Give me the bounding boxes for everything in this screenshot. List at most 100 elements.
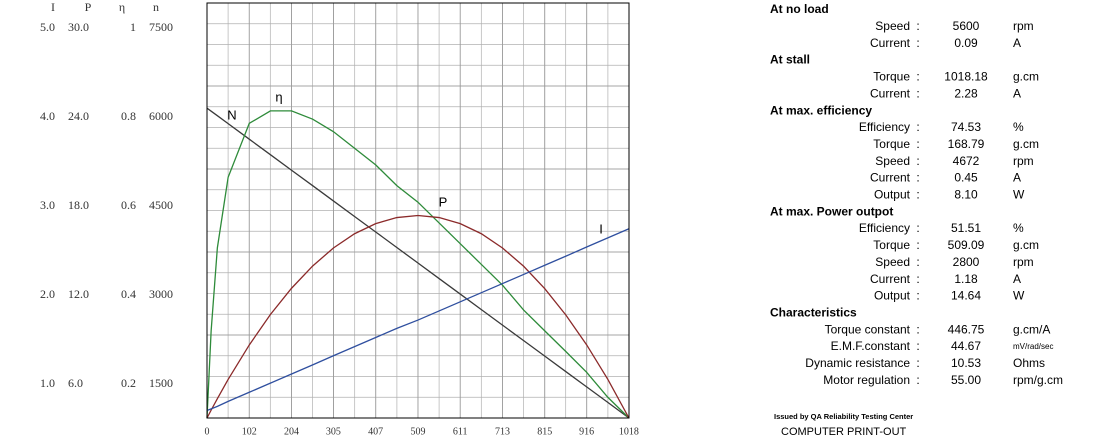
- spec-unit: %: [1013, 221, 1024, 235]
- spec-label: Speed: [875, 255, 910, 269]
- spec-label: Output: [874, 289, 911, 303]
- spec-value: 4672: [953, 154, 980, 168]
- spec-separator: :: [916, 120, 919, 134]
- x-tick-label: 713: [495, 426, 510, 437]
- spec-label: Dynamic resistance: [805, 356, 910, 370]
- y-tick-label: 6.0: [68, 376, 83, 390]
- y-tick-label: 1500: [149, 376, 173, 390]
- spec-sheet: At no load Speed: 5600 rpm Current: 0.09 A At s…: [770, 2, 1063, 387]
- spec-separator: :: [916, 137, 919, 151]
- y-tick-label: 7500: [149, 20, 173, 34]
- print-note: COMPUTER PRINT-OUT: [781, 426, 907, 438]
- y-tick-label: 4.0: [40, 109, 55, 123]
- y-tick-label: 0.2: [121, 376, 136, 390]
- axis-header: I: [51, 0, 55, 14]
- spec-unit: Ohms: [1013, 356, 1045, 370]
- spec-value: 74.53: [951, 120, 981, 134]
- spec-value: 0.45: [954, 171, 978, 185]
- spec-value: 8.10: [954, 188, 978, 202]
- spec-label: Efficiency: [859, 120, 910, 134]
- y-tick-label: 3.0: [40, 198, 55, 212]
- spec-label: Current: [870, 86, 911, 100]
- y-tick-label: 1.0: [40, 376, 55, 390]
- x-tick-label: 204: [284, 426, 299, 437]
- spec-value: 2.28: [954, 86, 978, 100]
- spec-separator: :: [916, 373, 919, 387]
- spec-value: 509.09: [948, 238, 985, 252]
- spec-separator: :: [916, 171, 919, 185]
- issuer: Issued by QA Reliability Testing Center: [774, 412, 913, 421]
- y-tick-label: 6000: [149, 109, 173, 123]
- spec-value: 51.51: [951, 221, 981, 235]
- x-tick-label: 916: [579, 426, 594, 437]
- spec-label: Speed: [875, 154, 910, 168]
- y-tick-label: 1: [130, 20, 136, 34]
- x-tick-label: 509: [410, 426, 425, 437]
- spec-label: Torque: [873, 70, 910, 84]
- spec-separator: :: [916, 70, 919, 84]
- spec-label: Output: [874, 188, 911, 202]
- spec-separator: :: [916, 289, 919, 303]
- y-tick-label: 3000: [149, 287, 173, 301]
- spec-label: Current: [870, 171, 911, 185]
- section-heading: At max. Power outpot: [770, 204, 893, 218]
- spec-value: 1018.18: [944, 70, 988, 84]
- spec-label: Current: [870, 36, 911, 50]
- axis-header: η: [119, 0, 125, 14]
- y-tick-label: 0.6: [121, 198, 136, 212]
- spec-separator: :: [916, 339, 919, 353]
- series-label: η: [275, 89, 282, 104]
- y-tick-label: 18.0: [68, 198, 89, 212]
- spec-separator: :: [916, 356, 919, 370]
- spec-label: Speed: [875, 19, 910, 33]
- spec-unit: %: [1013, 120, 1024, 134]
- spec-unit: g.cm: [1013, 137, 1039, 151]
- spec-unit: rpm: [1013, 19, 1034, 33]
- curve: [206, 214, 630, 419]
- spec-separator: :: [916, 221, 919, 235]
- spec-separator: :: [916, 154, 919, 168]
- labels: 0 102 204 305 407 509 611 713 815 916 1018 I 1.0 2.0 3…: [40, 0, 639, 437]
- section-heading: Characteristics: [770, 305, 857, 319]
- spec-value: 14.64: [951, 289, 981, 303]
- spec-value: 5600: [953, 19, 980, 33]
- spec-unit: A: [1013, 171, 1021, 185]
- spec-unit: A: [1013, 86, 1021, 100]
- x-tick-label: 102: [242, 426, 257, 437]
- spec-value: 55.00: [951, 373, 981, 387]
- spec-unit: W: [1013, 289, 1025, 303]
- y-tick-label: 0.8: [121, 109, 136, 123]
- spec-label: Efficiency: [859, 221, 910, 235]
- curve: [206, 107, 630, 419]
- grid: [206, 2, 630, 418]
- curves: [206, 107, 630, 419]
- spec-label: Torque: [873, 238, 910, 252]
- spec-separator: :: [916, 36, 919, 50]
- series-label: P: [439, 194, 448, 209]
- series-label: I: [599, 221, 603, 236]
- section-heading: At stall: [770, 53, 810, 67]
- y-tick-label: 5.0: [40, 20, 55, 34]
- x-tick-label: 1018: [619, 426, 639, 437]
- spec-unit: W: [1013, 188, 1025, 202]
- spec-separator: :: [916, 272, 919, 286]
- axis-header: P: [85, 0, 92, 14]
- spec-label: Torque: [873, 137, 910, 151]
- y-tick-label: 30.0: [68, 20, 89, 34]
- spec-separator: :: [916, 238, 919, 252]
- y-tick-label: 24.0: [68, 109, 89, 123]
- spec-value: 0.09: [954, 36, 978, 50]
- section-heading: At max. efficiency: [770, 103, 872, 117]
- spec-separator: :: [916, 86, 919, 100]
- spec-separator: :: [916, 322, 919, 336]
- spec-value: 44.67: [951, 339, 981, 353]
- axis-header: n: [153, 0, 159, 14]
- spec-separator: :: [916, 255, 919, 269]
- x-tick-label: 611: [453, 426, 468, 437]
- curve: [206, 228, 630, 412]
- spec-unit: rpm/g.cm: [1013, 373, 1063, 387]
- spec-unit: mV/rad/sec: [1013, 342, 1053, 351]
- spec-value: 2800: [953, 255, 980, 269]
- curve: [206, 110, 630, 419]
